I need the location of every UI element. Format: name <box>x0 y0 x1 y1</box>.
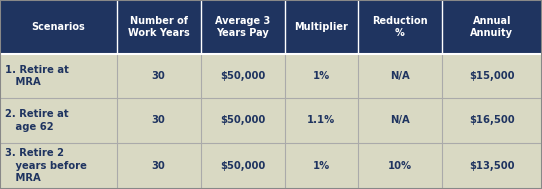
Text: Average 3
Years Pay: Average 3 Years Pay <box>215 16 270 38</box>
Bar <box>358 54 442 98</box>
Bar <box>201 143 285 189</box>
Bar <box>201 0 285 54</box>
Text: $15,000: $15,000 <box>469 71 514 81</box>
Text: 1.1%: 1.1% <box>307 115 335 125</box>
Bar <box>285 98 358 143</box>
Text: 2. Retire at
   age 62: 2. Retire at age 62 <box>5 109 69 132</box>
Text: Reduction
%: Reduction % <box>372 16 428 38</box>
Bar <box>117 98 201 143</box>
Bar <box>442 143 542 189</box>
Text: Annual
Annuity: Annual Annuity <box>470 16 513 38</box>
Text: N/A: N/A <box>390 115 410 125</box>
Bar <box>0 143 117 189</box>
Bar <box>201 54 285 98</box>
Bar <box>0 0 117 54</box>
Text: 1%: 1% <box>313 71 330 81</box>
Text: $50,000: $50,000 <box>220 115 265 125</box>
Text: 1. Retire at
   MRA: 1. Retire at MRA <box>5 65 69 87</box>
Text: 3. Retire 2
   years before
   MRA: 3. Retire 2 years before MRA <box>5 148 87 183</box>
Bar <box>0 98 117 143</box>
Bar <box>201 98 285 143</box>
Text: $16,500: $16,500 <box>469 115 515 125</box>
Bar <box>358 0 442 54</box>
Bar <box>117 143 201 189</box>
Text: 30: 30 <box>152 161 165 171</box>
Text: $13,500: $13,500 <box>469 161 514 171</box>
Bar <box>358 143 442 189</box>
Bar <box>358 98 442 143</box>
Bar <box>117 54 201 98</box>
Text: $50,000: $50,000 <box>220 71 265 81</box>
Bar <box>285 0 358 54</box>
Bar <box>0 54 117 98</box>
Text: Number of
Work Years: Number of Work Years <box>128 16 189 38</box>
Bar <box>117 0 201 54</box>
Text: 10%: 10% <box>388 161 412 171</box>
Text: 30: 30 <box>152 115 165 125</box>
Text: 1%: 1% <box>313 161 330 171</box>
Bar <box>442 98 542 143</box>
Bar <box>285 143 358 189</box>
Text: N/A: N/A <box>390 71 410 81</box>
Bar <box>442 54 542 98</box>
Text: 30: 30 <box>152 71 165 81</box>
Bar <box>285 54 358 98</box>
Text: $50,000: $50,000 <box>220 161 265 171</box>
Text: Scenarios: Scenarios <box>31 22 85 32</box>
Text: Multiplier: Multiplier <box>294 22 348 32</box>
Bar <box>442 0 542 54</box>
